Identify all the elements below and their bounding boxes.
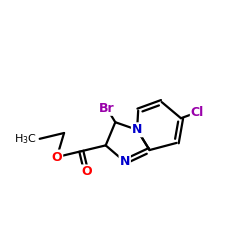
Text: H$_3$C: H$_3$C	[14, 132, 38, 146]
Text: O: O	[52, 150, 62, 164]
Text: Br: Br	[99, 102, 115, 115]
Text: N: N	[120, 155, 130, 168]
Text: N: N	[132, 123, 142, 136]
Text: Cl: Cl	[191, 106, 204, 119]
Text: O: O	[81, 166, 92, 178]
